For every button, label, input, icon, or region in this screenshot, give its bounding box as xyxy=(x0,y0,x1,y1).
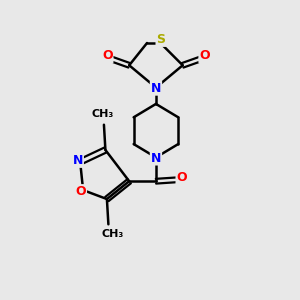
Text: O: O xyxy=(75,185,86,198)
Text: N: N xyxy=(73,154,83,167)
Text: N: N xyxy=(151,82,161,95)
Text: O: O xyxy=(200,49,210,62)
Text: S: S xyxy=(157,33,166,46)
Text: CH₃: CH₃ xyxy=(102,229,124,239)
Text: O: O xyxy=(176,171,187,184)
Text: CH₃: CH₃ xyxy=(91,109,114,119)
Text: N: N xyxy=(151,152,161,164)
Text: O: O xyxy=(102,49,112,62)
